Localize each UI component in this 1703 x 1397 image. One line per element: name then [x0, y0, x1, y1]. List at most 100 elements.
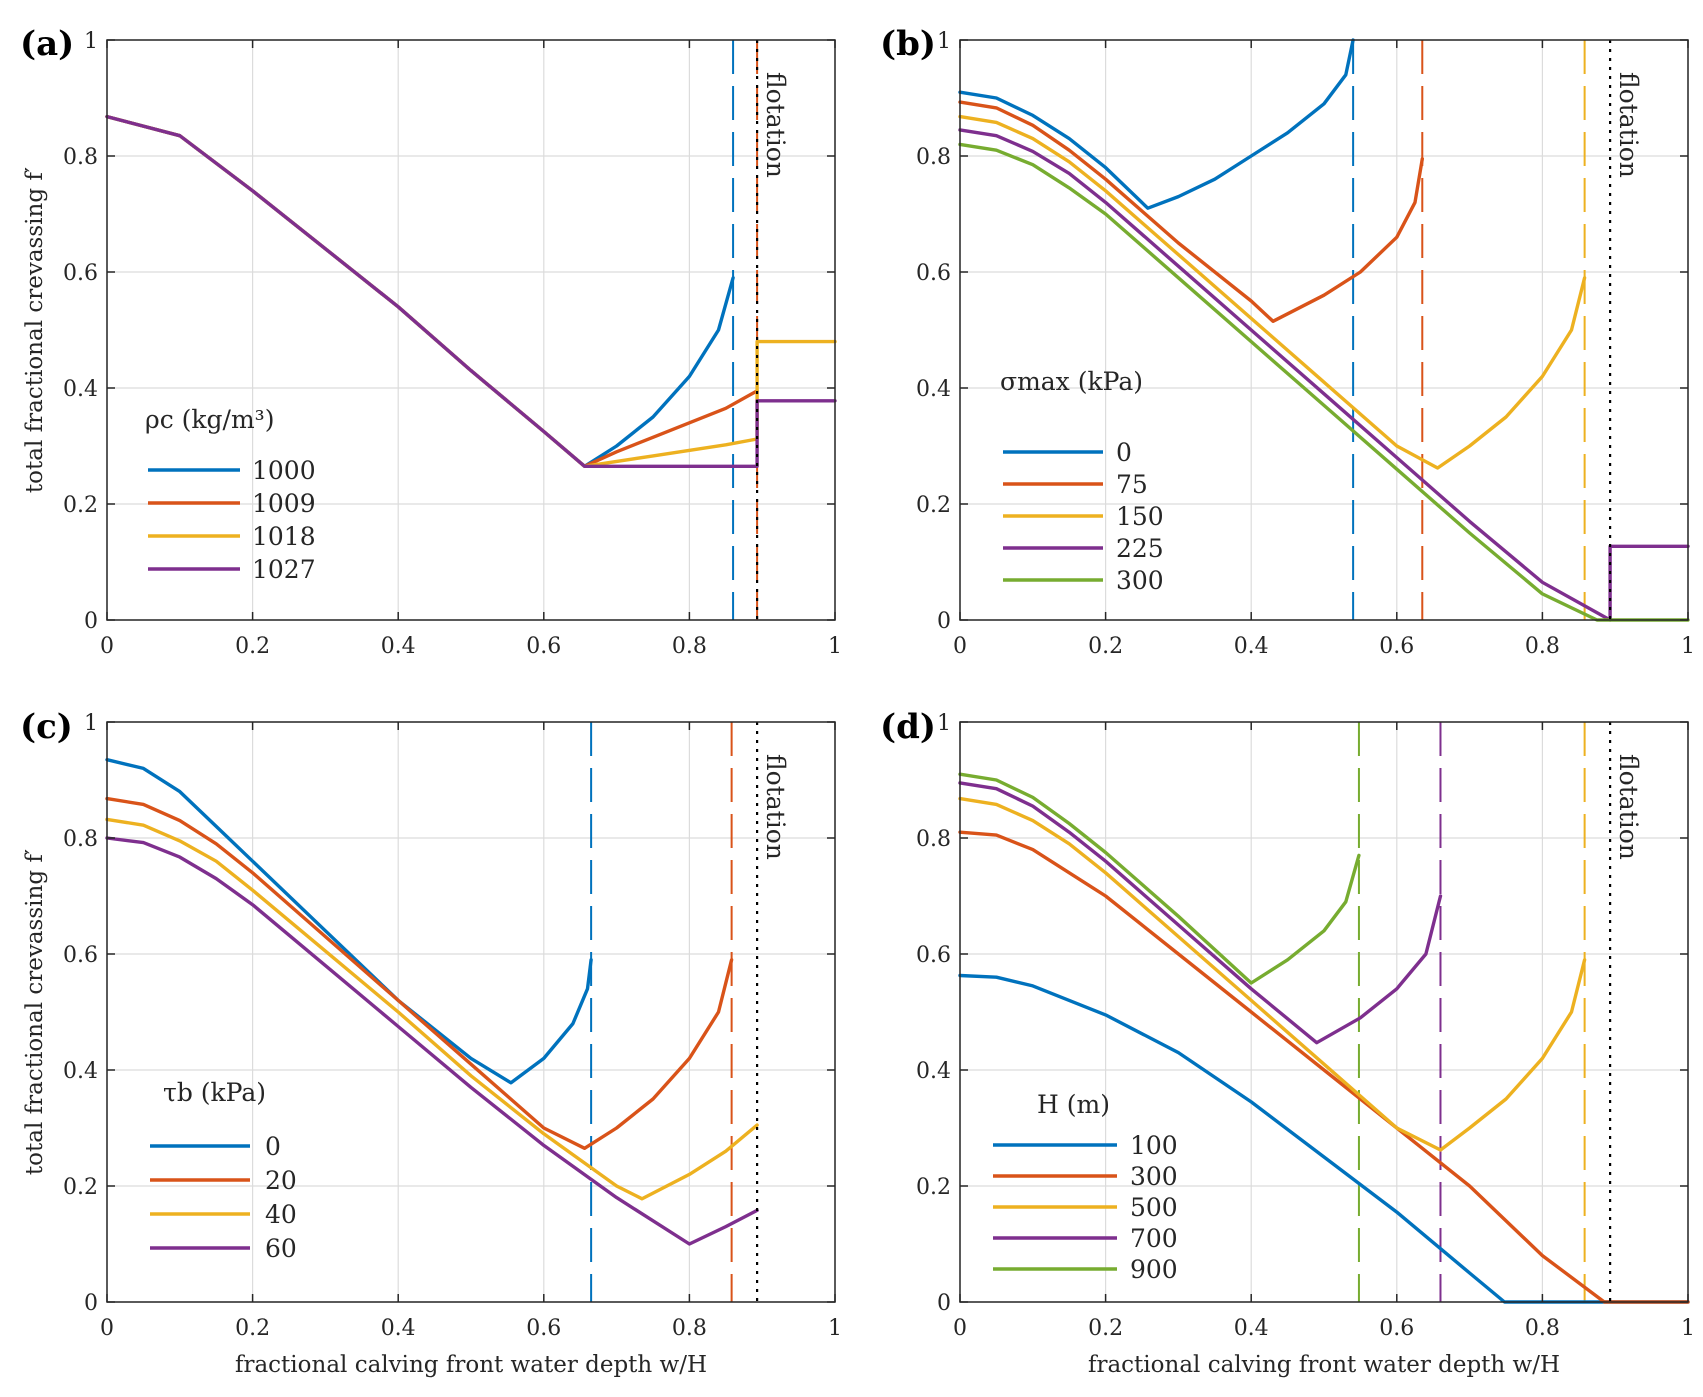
- x-tick-label: 0.6: [526, 1316, 561, 1341]
- y-tick-label: 0.6: [63, 943, 98, 968]
- flotation-label: flotation: [1614, 72, 1643, 178]
- x-tick-label: 1: [1681, 634, 1695, 659]
- y-tick-label: 0: [937, 1291, 951, 1316]
- y-tick-label: 0.2: [916, 1175, 951, 1200]
- x-tick-label: 0.8: [672, 634, 707, 659]
- y-tick-label: 0.8: [916, 145, 951, 170]
- legend-label: 225: [1116, 534, 1164, 563]
- axes-frame: [106, 39, 836, 621]
- plot-area: [107, 40, 835, 620]
- plot-area: [960, 40, 1688, 620]
- legend-label: 300: [1130, 1162, 1178, 1191]
- x-tick-label: 0.4: [381, 1316, 416, 1341]
- y-axis-label: total fractional crevassing f′: [22, 167, 48, 493]
- panel-label: (c): [20, 707, 73, 747]
- y-tick-label: 0.8: [916, 827, 951, 852]
- y-tick-label: 1: [84, 711, 98, 736]
- x-tick-label: 0: [100, 1316, 114, 1341]
- x-tick-label: 0.2: [235, 1316, 270, 1341]
- legend-label: 700: [1130, 1224, 1178, 1253]
- x-tick-label: 0.6: [1379, 634, 1414, 659]
- x-tick-label: 0.8: [1525, 634, 1560, 659]
- axes-frame: [959, 721, 1689, 1303]
- y-tick-label: 0.2: [63, 493, 98, 518]
- panel-2: flotation 0 0.2 0.4 0.6 0.8 1 0 0.2 0.4 0.6 0.8 1 tot…: [20, 707, 842, 1378]
- y-tick-label: 0: [84, 609, 98, 634]
- x-axis-label: fractional calving front water depth w/H: [235, 1352, 707, 1378]
- series-line-300: [958, 142, 1690, 622]
- x-tick-label: 0: [953, 1316, 967, 1341]
- legend-label: 20: [265, 1166, 297, 1195]
- legend-label: 1018: [252, 522, 316, 551]
- legend-title: τb (kPa): [163, 1078, 266, 1107]
- panel-label: (b): [880, 24, 936, 64]
- axes-frame: [959, 39, 1689, 621]
- legend-label: 0: [1116, 438, 1132, 467]
- y-tick-label: 1: [937, 29, 951, 54]
- legend-label: 75: [1116, 470, 1148, 499]
- y-tick-label: 0.8: [63, 827, 98, 852]
- x-tick-label: 0.4: [381, 634, 416, 659]
- x-tick-label: 0.8: [1525, 1316, 1560, 1341]
- series-line-225: [958, 128, 1690, 622]
- series-line-60: [105, 836, 759, 1246]
- y-tick-label: 0.4: [63, 1059, 98, 1084]
- x-tick-label: 0.4: [1234, 634, 1269, 659]
- series-line-500: [958, 796, 1587, 1152]
- legend-label: 1000: [252, 456, 316, 485]
- series-line-40: [105, 817, 759, 1201]
- legend-label: 60: [265, 1234, 297, 1263]
- y-tick-label: 0.8: [63, 145, 98, 170]
- legend-title: ρc (kg/m³): [145, 405, 274, 434]
- flotation-label: flotation: [1614, 754, 1643, 860]
- x-axis-label: fractional calving front water depth w/H: [1088, 1352, 1560, 1378]
- x-tick-label: 0.6: [526, 634, 561, 659]
- series-line-1027: [105, 114, 837, 468]
- legend-label: 1027: [252, 555, 316, 584]
- y-tick-label: 0.6: [63, 261, 98, 286]
- y-tick-label: 1: [937, 711, 951, 736]
- y-tick-label: 0: [937, 609, 951, 634]
- series-line-0: [958, 38, 1355, 210]
- x-tick-label: 0: [953, 634, 967, 659]
- series-line-20: [105, 796, 734, 1150]
- legend-label: 300: [1116, 566, 1164, 595]
- x-tick-label: 0.2: [1088, 1316, 1123, 1341]
- panel-0: flotation 0 0.2 0.4 0.6 0.8 1 0 0.2 0.4 0.6 0.8 1 tot…: [20, 24, 842, 659]
- y-tick-label: 0.2: [916, 493, 951, 518]
- legend-label: 500: [1130, 1193, 1178, 1222]
- legend-label: 1009: [252, 489, 316, 518]
- x-tick-label: 1: [828, 634, 842, 659]
- series-line-900: [958, 772, 1361, 985]
- plot-area: [107, 722, 835, 1302]
- series-line-300: [958, 830, 1690, 1304]
- panel-label: (d): [880, 707, 936, 747]
- y-tick-label: 1: [84, 29, 98, 54]
- x-tick-label: 0.6: [1379, 1316, 1414, 1341]
- flotation-label: flotation: [761, 72, 790, 178]
- legend-label: 100: [1130, 1131, 1178, 1160]
- legend-label: 150: [1116, 502, 1164, 531]
- x-tick-label: 0.8: [672, 1316, 707, 1341]
- y-tick-label: 0: [84, 1291, 98, 1316]
- y-tick-label: 0.2: [63, 1175, 98, 1200]
- series-line-150: [958, 114, 1587, 470]
- legend-label: 40: [265, 1200, 297, 1229]
- series-line-75: [958, 100, 1424, 323]
- x-tick-label: 0.2: [1088, 634, 1123, 659]
- legend-label: 900: [1130, 1255, 1178, 1284]
- flotation-label: flotation: [761, 754, 790, 860]
- x-tick-label: 1: [1681, 1316, 1695, 1341]
- panel-3: flotation 0 0.2 0.4 0.6 0.8 1 0 0.2 0.4 0.6 0.8 1 fra…: [880, 707, 1695, 1378]
- y-tick-label: 0.4: [916, 1059, 951, 1084]
- panel-label: (a): [20, 24, 74, 64]
- x-tick-label: 0: [100, 634, 114, 659]
- plot-area: [960, 722, 1688, 1302]
- legend-title: σmax (kPa): [1000, 367, 1143, 396]
- y-tick-label: 0.4: [916, 377, 951, 402]
- y-tick-label: 0.4: [63, 377, 98, 402]
- x-tick-label: 0.4: [1234, 1316, 1269, 1341]
- x-tick-label: 0.2: [235, 634, 270, 659]
